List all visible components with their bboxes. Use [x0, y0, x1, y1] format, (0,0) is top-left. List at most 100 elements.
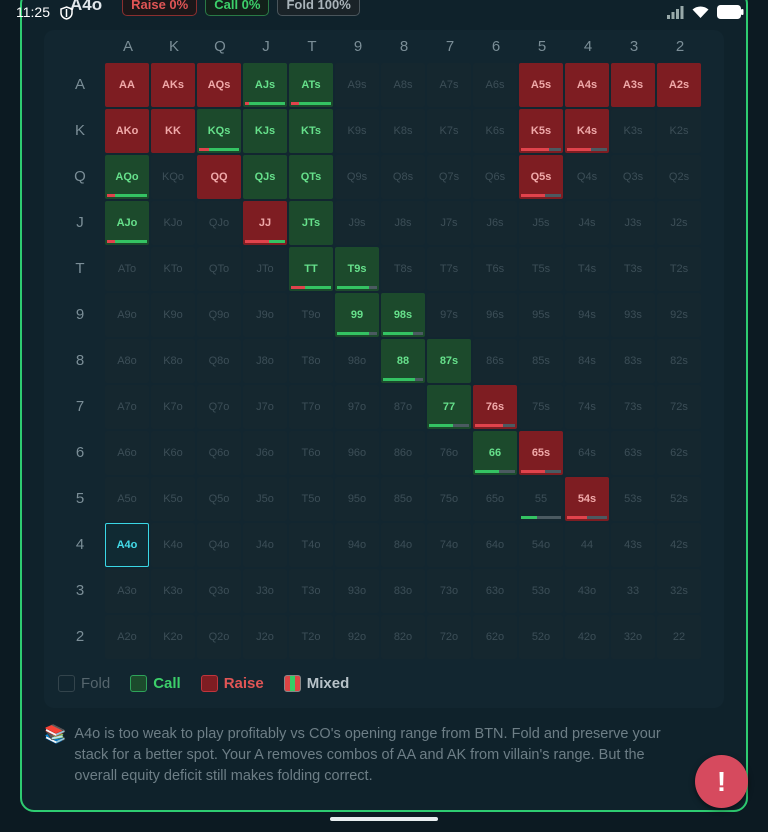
hand-cell-JTs[interactable]: JTs	[289, 201, 333, 245]
hand-cell-72s[interactable]: 72s	[657, 385, 701, 429]
hand-cell-85o[interactable]: 85o	[381, 477, 425, 521]
hand-cell-K7s[interactable]: K7s	[427, 109, 471, 153]
hand-cell-A7o[interactable]: A7o	[105, 385, 149, 429]
hand-cell-KQs[interactable]: KQs	[197, 109, 241, 153]
hand-cell-66[interactable]: 66	[473, 431, 517, 475]
hand-cell-K7o[interactable]: K7o	[151, 385, 195, 429]
hand-cell-KJo[interactable]: KJo	[151, 201, 195, 245]
hand-cell-AQo[interactable]: AQo	[105, 155, 149, 199]
hand-cell-J4o[interactable]: J4o	[243, 523, 287, 567]
hand-cell-J8o[interactable]: J8o	[243, 339, 287, 383]
hand-cell-AJs[interactable]: AJs	[243, 63, 287, 107]
hand-cell-99[interactable]: 99	[335, 293, 379, 337]
hand-cell-65o[interactable]: 65o	[473, 477, 517, 521]
hand-cell-A7s[interactable]: A7s	[427, 63, 471, 107]
hand-cell-A6s[interactable]: A6s	[473, 63, 517, 107]
hand-cell-AKo[interactable]: AKo	[105, 109, 149, 153]
hand-cell-Q5o[interactable]: Q5o	[197, 477, 241, 521]
hand-cell-T4o[interactable]: T4o	[289, 523, 333, 567]
hand-cell-J5s[interactable]: J5s	[519, 201, 563, 245]
hand-cell-QQ[interactable]: QQ	[197, 155, 241, 199]
hand-cell-J4s[interactable]: J4s	[565, 201, 609, 245]
hand-cell-T7o[interactable]: T7o	[289, 385, 333, 429]
hand-cell-T4s[interactable]: T4s	[565, 247, 609, 291]
hand-cell-Q2s[interactable]: Q2s	[657, 155, 701, 199]
hand-cell-K9o[interactable]: K9o	[151, 293, 195, 337]
hand-cell-A9o[interactable]: A9o	[105, 293, 149, 337]
hand-cell-KTo[interactable]: KTo	[151, 247, 195, 291]
hand-cell-76s[interactable]: 76s	[473, 385, 517, 429]
hand-cell-74s[interactable]: 74s	[565, 385, 609, 429]
hand-cell-32o[interactable]: 32o	[611, 615, 655, 659]
hand-cell-55[interactable]: 55	[519, 477, 563, 521]
hand-cell-TT[interactable]: TT	[289, 247, 333, 291]
hand-cell-K2o[interactable]: K2o	[151, 615, 195, 659]
hand-cell-87o[interactable]: 87o	[381, 385, 425, 429]
hand-cell-T8o[interactable]: T8o	[289, 339, 333, 383]
hand-cell-J5o[interactable]: J5o	[243, 477, 287, 521]
hand-cell-64s[interactable]: 64s	[565, 431, 609, 475]
hand-cell-A8o[interactable]: A8o	[105, 339, 149, 383]
hand-cell-T3o[interactable]: T3o	[289, 569, 333, 613]
hand-cell-KQo[interactable]: KQo	[151, 155, 195, 199]
hand-cell-KK[interactable]: KK	[151, 109, 195, 153]
hand-cell-95s[interactable]: 95s	[519, 293, 563, 337]
hand-cell-84s[interactable]: 84s	[565, 339, 609, 383]
hand-cell-K4o[interactable]: K4o	[151, 523, 195, 567]
hand-cell-96o[interactable]: 96o	[335, 431, 379, 475]
hand-cell-AA[interactable]: AA	[105, 63, 149, 107]
hand-cell-52s[interactable]: 52s	[657, 477, 701, 521]
hand-cell-97s[interactable]: 97s	[427, 293, 471, 337]
hand-cell-A2s[interactable]: A2s	[657, 63, 701, 107]
hand-cell-T6s[interactable]: T6s	[473, 247, 517, 291]
hand-cell-J2o[interactable]: J2o	[243, 615, 287, 659]
hand-cell-96s[interactable]: 96s	[473, 293, 517, 337]
hand-cell-42s[interactable]: 42s	[657, 523, 701, 567]
hand-cell-T8s[interactable]: T8s	[381, 247, 425, 291]
hand-cell-82s[interactable]: 82s	[657, 339, 701, 383]
hand-cell-K9s[interactable]: K9s	[335, 109, 379, 153]
hand-cell-Q9o[interactable]: Q9o	[197, 293, 241, 337]
hand-cell-KJs[interactable]: KJs	[243, 109, 287, 153]
hand-cell-Q9s[interactable]: Q9s	[335, 155, 379, 199]
hand-cell-AKs[interactable]: AKs	[151, 63, 195, 107]
hand-cell-75o[interactable]: 75o	[427, 477, 471, 521]
hand-cell-97o[interactable]: 97o	[335, 385, 379, 429]
hand-cell-92o[interactable]: 92o	[335, 615, 379, 659]
hand-cell-88[interactable]: 88	[381, 339, 425, 383]
hand-cell-T5s[interactable]: T5s	[519, 247, 563, 291]
hand-cell-73s[interactable]: 73s	[611, 385, 655, 429]
hand-cell-Q2o[interactable]: Q2o	[197, 615, 241, 659]
hand-cell-K2s[interactable]: K2s	[657, 109, 701, 153]
hand-cell-K3o[interactable]: K3o	[151, 569, 195, 613]
hand-cell-84o[interactable]: 84o	[381, 523, 425, 567]
hand-cell-94o[interactable]: 94o	[335, 523, 379, 567]
hand-cell-JJ[interactable]: JJ	[243, 201, 287, 245]
hand-cell-43s[interactable]: 43s	[611, 523, 655, 567]
hand-cell-86s[interactable]: 86s	[473, 339, 517, 383]
hand-cell-ATo[interactable]: ATo	[105, 247, 149, 291]
hand-cell-A5o[interactable]: A5o	[105, 477, 149, 521]
hand-cell-85s[interactable]: 85s	[519, 339, 563, 383]
hand-cell-T9o[interactable]: T9o	[289, 293, 333, 337]
hand-cell-86o[interactable]: 86o	[381, 431, 425, 475]
hand-cell-Q5s[interactable]: Q5s	[519, 155, 563, 199]
hand-cell-83o[interactable]: 83o	[381, 569, 425, 613]
hand-cell-62o[interactable]: 62o	[473, 615, 517, 659]
hand-cell-QTo[interactable]: QTo	[197, 247, 241, 291]
hand-cell-K6s[interactable]: K6s	[473, 109, 517, 153]
hand-cell-Q7s[interactable]: Q7s	[427, 155, 471, 199]
hand-cell-QJs[interactable]: QJs	[243, 155, 287, 199]
hand-cell-A3s[interactable]: A3s	[611, 63, 655, 107]
hand-cell-44[interactable]: 44	[565, 523, 609, 567]
hand-cell-Q8s[interactable]: Q8s	[381, 155, 425, 199]
hand-cell-33[interactable]: 33	[611, 569, 655, 613]
hand-cell-T6o[interactable]: T6o	[289, 431, 333, 475]
hand-cell-62s[interactable]: 62s	[657, 431, 701, 475]
hand-cell-54s[interactable]: 54s	[565, 477, 609, 521]
hand-cell-JTo[interactable]: JTo	[243, 247, 287, 291]
hand-cell-K3s[interactable]: K3s	[611, 109, 655, 153]
hand-cell-QTs[interactable]: QTs	[289, 155, 333, 199]
hand-cell-93s[interactable]: 93s	[611, 293, 655, 337]
hand-cell-95o[interactable]: 95o	[335, 477, 379, 521]
